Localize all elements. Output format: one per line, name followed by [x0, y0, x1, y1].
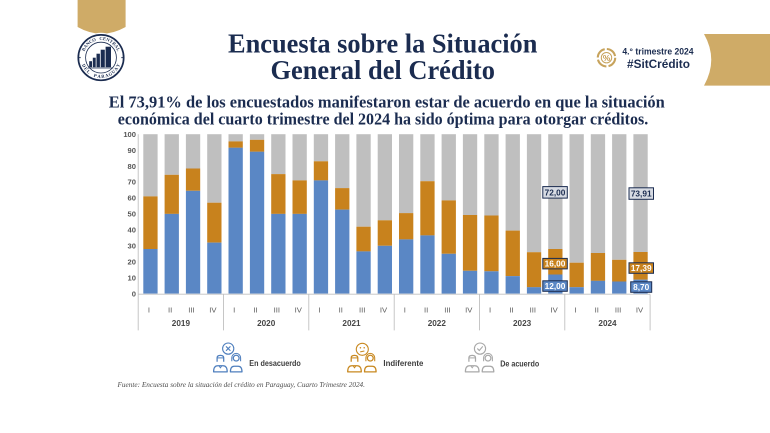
- svg-text:E: E: [82, 67, 88, 73]
- svg-text:17,39: 17,39: [631, 263, 652, 273]
- svg-text:73,91: 73,91: [631, 189, 652, 199]
- svg-text:20: 20: [128, 257, 136, 266]
- svg-text:I: I: [404, 306, 406, 315]
- svg-text:IV: IV: [636, 306, 644, 315]
- svg-text:T: T: [109, 39, 114, 45]
- svg-text:#SitCrédito: #SitCrédito: [627, 57, 690, 71]
- svg-text:Encuesta sobre la Situación: Encuesta sobre la Situación: [228, 28, 537, 58]
- svg-text:D: D: [80, 63, 86, 69]
- svg-text:IV: IV: [465, 306, 473, 315]
- svg-text:En desacuerdo: En desacuerdo: [249, 358, 300, 368]
- svg-text:2024: 2024: [598, 319, 617, 328]
- svg-text:C: C: [88, 38, 93, 44]
- svg-text:El 73,91% de los encuestados m: El 73,91% de los encuestados manifestaro…: [109, 92, 665, 111]
- svg-text:12,00: 12,00: [545, 281, 566, 291]
- svg-text:N: N: [85, 40, 91, 46]
- svg-text:E: E: [103, 36, 107, 41]
- svg-text:16,00: 16,00: [545, 259, 566, 269]
- svg-text:2021: 2021: [342, 319, 361, 328]
- svg-text:90: 90: [128, 146, 136, 155]
- svg-text:80: 80: [128, 162, 136, 171]
- svg-text:A: A: [83, 43, 89, 49]
- svg-text:económica del cuarto trimestre: económica del cuarto trimestre del 2024 …: [118, 110, 649, 129]
- svg-text:I: I: [489, 306, 491, 315]
- svg-text:II: II: [339, 306, 343, 315]
- svg-text:A: A: [105, 73, 110, 79]
- svg-text:Indiferente: Indiferente: [383, 358, 423, 368]
- svg-text:U: U: [111, 69, 117, 75]
- svg-text:30: 30: [128, 242, 136, 251]
- svg-text:I: I: [233, 306, 235, 315]
- svg-text:10: 10: [128, 273, 136, 282]
- svg-text:A: A: [114, 66, 120, 72]
- svg-text:N: N: [106, 37, 112, 43]
- svg-text:Fuente: Encuesta sobre la situ: Fuente: Encuesta sobre la situación del …: [117, 380, 366, 389]
- svg-text:II: II: [509, 306, 513, 315]
- svg-text:III: III: [359, 306, 365, 315]
- svg-text:IV: IV: [295, 306, 303, 315]
- svg-text:40: 40: [128, 226, 136, 235]
- svg-text:L: L: [85, 70, 91, 76]
- svg-text:G: G: [108, 72, 114, 78]
- svg-text:4.° trimestre 2024: 4.° trimestre 2024: [622, 46, 694, 57]
- svg-text:70: 70: [128, 178, 136, 187]
- svg-text:2019: 2019: [172, 319, 191, 328]
- svg-text:%: %: [603, 53, 611, 63]
- svg-text:III: III: [188, 306, 194, 315]
- svg-text:II: II: [424, 306, 428, 315]
- svg-text:III: III: [274, 306, 280, 315]
- svg-text:0: 0: [132, 289, 136, 298]
- svg-text:Y: Y: [116, 63, 122, 69]
- svg-text:2020: 2020: [257, 319, 276, 328]
- svg-text:IV: IV: [550, 306, 558, 315]
- svg-text:60: 60: [128, 194, 136, 203]
- svg-text:De acuerdo: De acuerdo: [500, 358, 539, 368]
- svg-text:L: L: [115, 47, 121, 52]
- svg-text:I: I: [574, 306, 576, 315]
- svg-text:A: A: [97, 75, 101, 80]
- svg-text:I: I: [318, 306, 320, 315]
- svg-text:II: II: [595, 306, 599, 315]
- svg-text:C: C: [99, 36, 102, 41]
- svg-text:100: 100: [123, 130, 136, 139]
- svg-text:A: A: [113, 44, 119, 50]
- svg-text:II: II: [168, 306, 172, 315]
- svg-text:50: 50: [128, 210, 136, 219]
- svg-text:IV: IV: [209, 306, 217, 315]
- svg-text:III: III: [530, 306, 536, 315]
- svg-text:I: I: [148, 306, 150, 315]
- svg-text:P: P: [93, 74, 97, 80]
- svg-text:R: R: [111, 41, 117, 47]
- svg-text:72,00: 72,00: [545, 187, 566, 197]
- svg-text:General del Crédito: General del Crédito: [270, 55, 495, 85]
- svg-text:IV: IV: [380, 306, 388, 315]
- svg-text:2023: 2023: [513, 319, 532, 328]
- svg-text:8,70: 8,70: [633, 282, 650, 292]
- svg-text:III: III: [444, 306, 450, 315]
- svg-text:II: II: [253, 306, 257, 315]
- svg-text:O: O: [91, 37, 97, 43]
- svg-text:III: III: [615, 306, 621, 315]
- svg-text:B: B: [81, 47, 87, 52]
- svg-text:R: R: [101, 75, 105, 80]
- svg-text:2022: 2022: [428, 319, 447, 328]
